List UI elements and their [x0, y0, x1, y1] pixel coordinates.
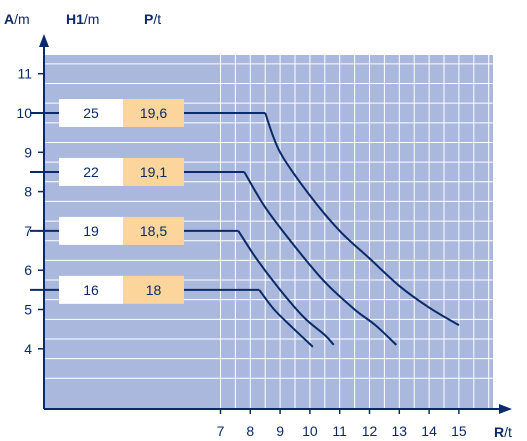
h1-header: H1/m [66, 11, 99, 27]
r-symbol: R [494, 424, 504, 440]
p-value: 19,6 [140, 105, 167, 121]
p-value: 19,1 [140, 164, 167, 180]
y-tick-label: 4 [24, 341, 32, 357]
y-tick-label: 11 [17, 66, 32, 82]
p-unit: /t [153, 11, 161, 27]
p-value-box [123, 216, 184, 245]
series-25: 25 19,6 [30, 99, 460, 327]
h1-value: 25 [83, 105, 99, 121]
x-axis-arrow-icon [499, 404, 512, 414]
x-axis-label: R/t [494, 424, 512, 440]
series-group: 25 19,622 19,119 18,516 18 [30, 99, 460, 348]
a-unit: /m [14, 11, 30, 27]
y-tick-label: 5 [24, 302, 32, 318]
h1-value: 22 [83, 164, 99, 180]
p-symbol: P [144, 11, 153, 27]
y-ticks: 4 5 6 7 8 9 10 11 [16, 66, 44, 357]
p-value: 18 [146, 282, 162, 298]
y-tick-label: 6 [24, 262, 32, 278]
series-curve [243, 171, 398, 346]
p-value-box [123, 99, 184, 127]
h1-unit: /m [84, 11, 100, 27]
h1-value: 16 [83, 282, 99, 298]
x-tick-label: 15 [451, 423, 467, 439]
series-22: 22 19,1 [30, 157, 398, 346]
x-tick-label: 14 [421, 423, 437, 439]
h1-value-box [59, 99, 123, 127]
x-tick-label: 9 [276, 423, 284, 439]
p-value: 18,5 [140, 223, 167, 239]
y-tick-label: 9 [24, 144, 32, 160]
y-axis-arrow-icon [39, 34, 49, 47]
h1-value-box [59, 216, 123, 245]
r-unit: /t [504, 424, 512, 440]
x-tick-label: 13 [392, 423, 408, 439]
h1-value-box [59, 275, 123, 304]
series-16: 16 18 [30, 275, 314, 348]
h1-value-box [59, 157, 123, 186]
p-value-box [123, 275, 184, 304]
series-curve [264, 112, 460, 327]
series-curve [258, 289, 314, 348]
x-tick-label: 10 [302, 423, 318, 439]
y-tick-label: 7 [24, 223, 32, 239]
a-symbol: A [4, 11, 14, 27]
p-header: P/t [144, 11, 161, 27]
x-tick-label: 8 [246, 423, 254, 439]
x-ticks: 7 8 9 10 11 12 13 14 15 [217, 409, 467, 439]
a-axis-header: A/m [4, 11, 30, 27]
h1-value: 19 [83, 223, 99, 239]
x-tick-label: 7 [217, 423, 225, 439]
series-19: 19 18,5 [30, 216, 335, 346]
series-curve [237, 230, 335, 346]
x-tick-label: 11 [332, 423, 347, 439]
y-tick-label: 8 [24, 184, 32, 200]
y-tick-label: 10 [16, 105, 32, 121]
x-tick-label: 12 [362, 423, 378, 439]
p-value-box [123, 157, 184, 186]
h1-symbol: H1 [66, 11, 84, 27]
